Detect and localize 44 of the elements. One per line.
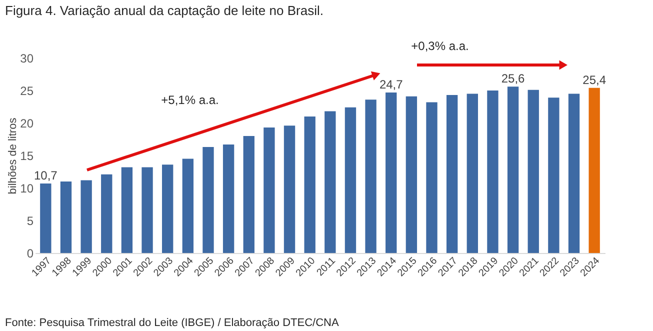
y-tick-label: 20 <box>20 116 34 130</box>
bar <box>365 100 376 253</box>
bar <box>80 180 92 253</box>
bar <box>162 164 174 253</box>
bar <box>406 96 418 253</box>
bar <box>101 174 112 253</box>
bar <box>304 116 316 253</box>
bar <box>344 107 356 253</box>
bar <box>446 95 458 253</box>
bar <box>507 86 519 253</box>
bar <box>324 111 336 253</box>
bar <box>243 136 254 253</box>
bar <box>466 94 478 253</box>
bar <box>202 147 214 253</box>
bar <box>121 167 133 253</box>
data-label: 10,7 <box>34 168 58 182</box>
bar <box>142 167 153 253</box>
bar <box>40 183 52 253</box>
bar <box>182 158 194 253</box>
data-label: 24,7 <box>379 77 404 92</box>
y-tick-label: 25 <box>20 84 34 98</box>
bar <box>284 126 296 253</box>
y-axis-title: bilhões de litros <box>7 117 20 194</box>
bar <box>264 128 275 253</box>
annotation: +5,1% a.a. <box>161 93 219 107</box>
data-label: 25,4 <box>582 72 606 87</box>
bar <box>60 182 72 253</box>
bar <box>487 90 498 253</box>
y-tick-label: 0 <box>26 246 34 260</box>
y-tick-label: 5 <box>26 214 34 228</box>
text: +0,3% a.a. <box>411 39 469 53</box>
bar <box>528 90 539 253</box>
data-label: 25,6 <box>501 72 526 86</box>
y-tick-label: 10 <box>20 182 34 196</box>
bar <box>588 88 600 253</box>
bar <box>548 98 560 253</box>
bar <box>426 102 438 253</box>
source-note: Fonte: Pesquisa Trimestral do Leite (IBGE) / Elaboração DTEC/CNA <box>5 317 340 329</box>
chart-title: Figura 4. Variação anual da captação de leite no Brasil. <box>5 3 324 18</box>
bar <box>568 94 580 253</box>
y-tick-label: 30 <box>20 52 34 66</box>
y-tick-label: 15 <box>20 149 34 163</box>
bar <box>386 92 397 253</box>
bar <box>222 144 234 253</box>
